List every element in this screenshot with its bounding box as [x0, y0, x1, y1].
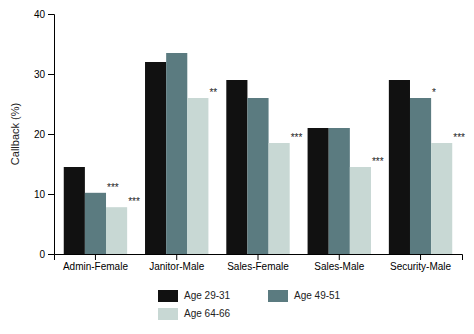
bar — [308, 128, 329, 254]
annotation: *** — [453, 132, 465, 143]
x-axis: Admin-Female Janitor-Male Sales-Female Sale… — [55, 254, 463, 272]
x-tick-mark — [420, 254, 421, 260]
y-tick: 10 — [34, 189, 54, 200]
bar — [247, 98, 268, 254]
x-tick: Security-Male — [390, 254, 452, 272]
y-tick: 40 — [34, 9, 54, 20]
x-tick-label: Security-Male — [390, 261, 452, 272]
annotation: * — [432, 87, 436, 98]
y-tick-label: 20 — [34, 129, 46, 140]
y-tick-label: 30 — [34, 69, 46, 80]
bar-series — [85, 53, 431, 254]
bar — [85, 193, 106, 254]
x-tick-label: Janitor-Male — [149, 261, 204, 272]
legend-label: Age 64-66 — [184, 308, 231, 319]
bar — [269, 143, 290, 254]
y-tick-label: 10 — [34, 189, 46, 200]
y-tick-label: 0 — [39, 249, 45, 260]
y-tick-mark — [48, 74, 54, 75]
bar — [226, 80, 247, 254]
x-tick-mark — [95, 254, 96, 260]
annotation: *** — [291, 132, 303, 143]
annotations: ****************** — [107, 87, 465, 207]
legend-item: Age 64-66 — [158, 308, 231, 320]
annotation: *** — [372, 156, 384, 167]
y-tick: 20 — [34, 129, 54, 140]
bar — [187, 98, 208, 254]
bar — [145, 62, 166, 254]
bar-series — [106, 98, 452, 254]
x-tick: Sales-Male — [314, 254, 364, 272]
annotation: *** — [107, 182, 119, 193]
bar — [389, 80, 410, 254]
legend-label: Age 29-31 — [184, 290, 231, 301]
bar — [410, 98, 431, 254]
x-axis-line — [55, 255, 463, 261]
y-tick-mark — [48, 254, 54, 255]
chart: ******************010203040Admin-FemaleJ… — [0, 0, 474, 334]
legend-swatch — [158, 308, 178, 320]
legend-label: Age 49-51 — [294, 290, 341, 301]
x-tick-mark — [339, 254, 340, 260]
y-tick-label: 40 — [34, 9, 46, 20]
annotation: *** — [128, 196, 140, 207]
x-tick: Janitor-Male — [149, 254, 204, 272]
y-axis-line — [48, 15, 55, 255]
legend: Age 29-31 Age 49-51 Age 64-66 — [158, 290, 341, 320]
bar — [350, 167, 371, 254]
bars — [64, 53, 452, 254]
x-tick-mark — [176, 254, 177, 260]
y-tick: 0 — [39, 249, 54, 260]
annotation: ** — [209, 87, 217, 98]
legend-item: Age 29-31 — [158, 290, 231, 302]
x-tick-label: Sales-Female — [227, 261, 289, 272]
bar-series — [64, 62, 410, 254]
plot-area: ******************010203040Admin-FemaleJ… — [34, 9, 465, 272]
legend-item: Age 49-51 — [268, 290, 341, 302]
y-tick-mark — [48, 134, 54, 135]
y-axis: 0 10 20 30 40 — [34, 9, 55, 260]
x-tick-label: Admin-Female — [63, 261, 128, 272]
legend-swatch — [268, 290, 288, 302]
bar — [106, 207, 127, 254]
y-axis-title: Callback (%) — [9, 103, 21, 165]
bar — [166, 53, 187, 254]
bar — [64, 167, 85, 254]
x-tick: Sales-Female — [227, 254, 289, 272]
x-tick: Admin-Female — [63, 254, 128, 272]
x-tick-mark — [258, 254, 259, 260]
legend-swatch — [158, 290, 178, 302]
y-tick-mark — [48, 194, 54, 195]
bar — [329, 128, 350, 254]
y-tick-mark — [48, 14, 54, 15]
bar — [431, 143, 452, 254]
y-tick: 30 — [34, 69, 54, 80]
x-tick-label: Sales-Male — [314, 261, 364, 272]
